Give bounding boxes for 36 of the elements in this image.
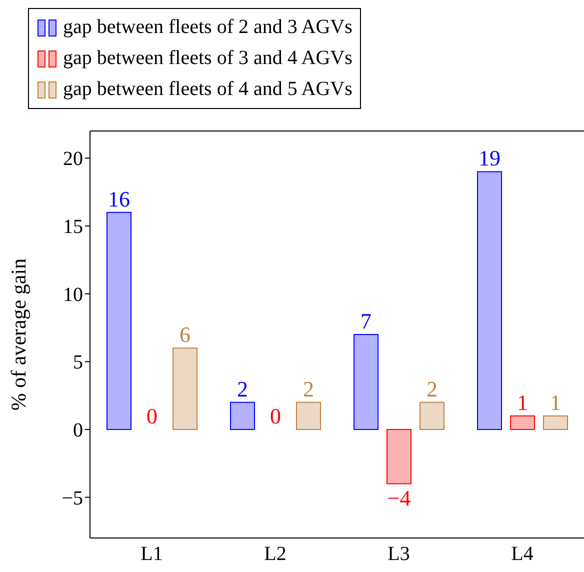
bar xyxy=(386,428,412,484)
data-label: 19 xyxy=(478,146,500,171)
bar xyxy=(510,415,535,430)
data-label: 7 xyxy=(360,308,372,334)
y-tick-label: 0 xyxy=(73,420,83,442)
bar xyxy=(477,171,502,430)
bar xyxy=(420,402,444,430)
data-label: 2 xyxy=(237,376,248,402)
legend-label: gap between fleets of 4 and 5 AGVs xyxy=(63,77,352,102)
data-label: 0 xyxy=(146,403,158,428)
x-tick-label: L2 xyxy=(264,543,286,566)
y-tick-label: 5 xyxy=(73,352,83,374)
y-tick-label: 15 xyxy=(63,216,83,238)
y-tick-label: 10 xyxy=(63,284,83,306)
x-tick-label: L3 xyxy=(388,543,410,566)
legend-label: gap between fleets of 3 and 4 AGVs xyxy=(63,46,352,71)
y-tick-label: 20 xyxy=(63,148,83,170)
y-axis-title: % of average gain xyxy=(6,258,30,411)
bar xyxy=(296,402,321,430)
data-label: 0 xyxy=(270,403,281,428)
bar xyxy=(172,348,198,430)
data-label: −4 xyxy=(387,486,411,511)
bar xyxy=(543,415,568,430)
y-tick-label: −5 xyxy=(62,487,83,510)
bar xyxy=(106,212,132,430)
x-tick-label: L1 xyxy=(140,543,163,566)
bar xyxy=(354,334,378,430)
data-label: 2 xyxy=(426,376,438,402)
bar xyxy=(230,402,255,430)
data-label: 1 xyxy=(550,390,561,415)
data-label: 2 xyxy=(303,376,314,402)
data-label: 1 xyxy=(517,390,528,415)
x-tick-label: L4 xyxy=(511,543,534,566)
data-label: 6 xyxy=(180,322,190,348)
legend-label: gap between fleets of 2 and 3 AGVs xyxy=(63,15,352,40)
data-label: 16 xyxy=(108,186,130,212)
